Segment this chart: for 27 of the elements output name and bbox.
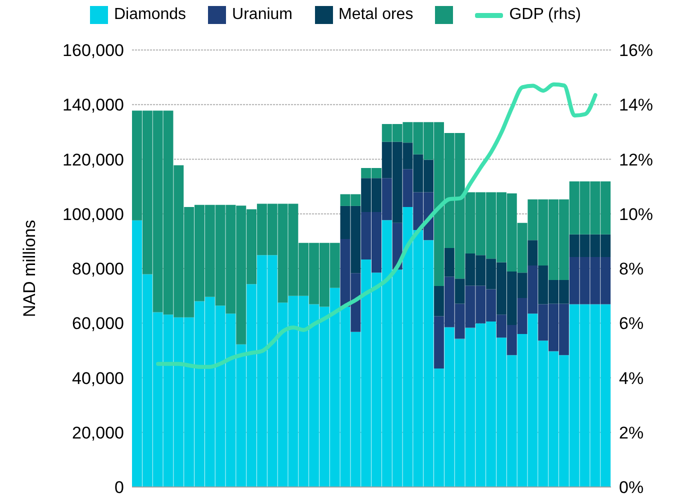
y-tick-label: 80,000 [72,260,124,279]
y2-tick-label: 6% [619,314,644,334]
y-tick-label: 40,000 [72,368,124,388]
y2-tick-label: 8% [619,260,644,279]
legend-label: GDP (rhs) [509,6,581,24]
y-tick-label: 140,000 [62,96,124,115]
y2-tick-label: 10% [619,204,654,224]
bar [528,240,538,266]
y-tick-label: 60,000 [72,314,124,334]
y2-tick-label: 0% [619,478,644,498]
y-tick-label: 0 [114,478,124,498]
line-series [156,82,598,369]
y-tick-label: 100,000 [62,204,124,224]
legend-label: Uranium [232,6,292,24]
bar [434,286,444,316]
y2-tick-label: 16% [619,41,654,60]
y2-tick-label: 12% [619,150,654,170]
legend-label: Diamonds [114,6,186,24]
y2-tick-label: 14% [619,96,654,115]
y-tick-label: 120,000 [62,150,124,170]
y-tick-label: 160,000 [62,41,124,60]
bar [444,248,454,277]
legend-label: Metal ores [338,6,414,24]
y-tick-label: 20,000 [72,423,124,442]
y-axis-title: NAD millions [20,220,40,318]
y2-tick-label: 2% [619,423,644,442]
y2-tick-label: 4% [619,368,644,388]
